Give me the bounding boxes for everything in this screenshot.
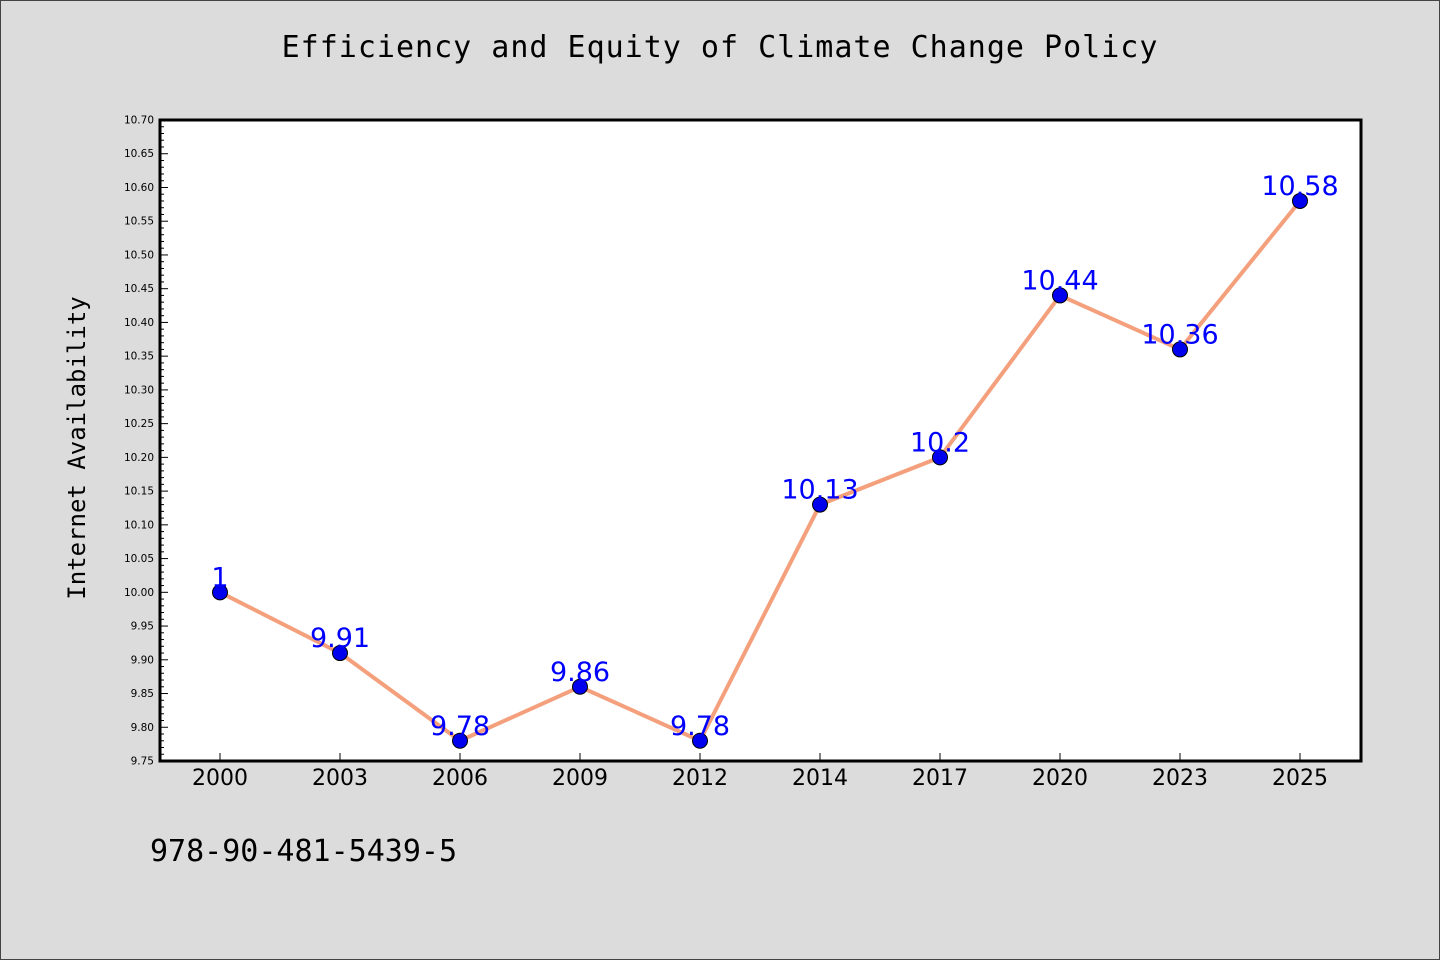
y-tick-label: 9.90 [131,654,154,666]
y-tick-label: 10.70 [124,115,154,127]
y-tick-label: 10.45 [124,283,154,295]
y-tick-label: 10.65 [124,148,154,160]
data-point [332,645,348,662]
x-axis-ticks: 2000 2003 2006 2009 2012 2014 2017 2020 2023 2025 [192,753,1328,791]
y-tick-label: 10.10 [124,519,154,531]
y-tick-label: 10.35 [124,351,154,363]
y-tick-label: 10.30 [124,384,154,396]
y-tick-label: 10.20 [124,452,154,464]
marker-group [212,192,1308,749]
x-tick-label: 2020 [1032,766,1088,791]
data-point [572,678,588,695]
y-tick-label: 10.50 [124,249,154,261]
y-tick-label: 9.80 [131,722,154,734]
data-point [1172,341,1188,358]
data-label: 9.78 [670,711,730,742]
data-point [932,449,948,466]
x-tick-label: 2017 [912,766,968,791]
plot-area [158,118,1363,763]
x-tick-label: 2023 [1152,766,1208,791]
x-tick-label: 2009 [552,766,608,791]
x-tick-label: 2000 [192,766,248,791]
data-point [692,732,708,749]
y-tick-label: 10.15 [124,486,154,498]
y-tick-label: 10.00 [124,587,154,599]
data-label: 10.13 [781,475,858,506]
data-label: 1 [211,562,228,593]
y-tick-label: 10.05 [124,553,154,565]
data-label: 9.78 [430,711,490,742]
y-tick-label: 9.95 [131,621,154,633]
data-label-group: 1 9.91 9.78 9.86 9.78 10.13 10.2 10.44 10.36 10.5… [211,171,1338,742]
y-tick-label: 9.75 [131,756,154,768]
x-tick-label: 2014 [792,766,848,791]
footer-code: 978-90-481-5439-5 [150,834,458,869]
y-tick-label: 9.85 [131,688,154,700]
y-tick-label: 10.55 [124,216,154,228]
data-point [812,496,828,513]
data-label: 10.36 [1141,319,1218,350]
data-point [212,584,228,601]
data-point [452,732,468,749]
y-tick-label: 10.25 [124,418,154,430]
data-label: 10.2 [910,427,970,458]
x-tick-label: 2006 [432,766,488,791]
data-label: 9.91 [310,623,370,654]
series-group [218,198,1302,743]
y-tick-label: 10.40 [124,317,154,329]
y-axis-ticks: 9.75 9.80 9.85 9.90 9.95 10.00 10.05 10.10 10.15… [124,115,168,768]
data-point [1292,192,1308,209]
data-label: 10.58 [1261,171,1338,202]
data-label: 10.44 [1021,265,1098,296]
data-label: 9.86 [550,657,610,688]
x-tick-label: 2012 [672,766,728,791]
series-line [218,198,1302,743]
data-point [1052,287,1068,304]
x-tick-label: 2003 [312,766,368,791]
x-tick-label: 2025 [1272,766,1328,791]
chart-title: Efficiency and Equity of Climate Change … [281,30,1159,65]
y-tick-label: 10.60 [124,182,154,194]
